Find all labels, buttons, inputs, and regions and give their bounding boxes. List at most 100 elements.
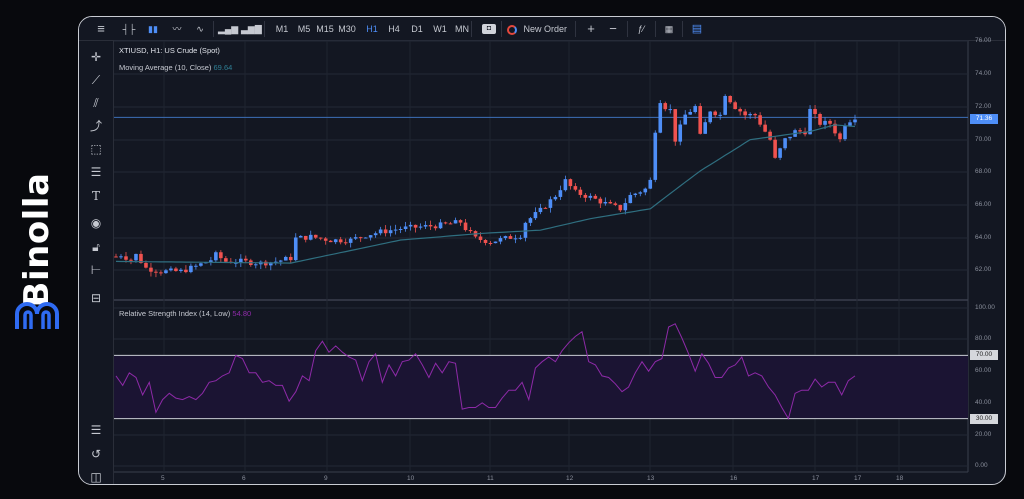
candle-body xyxy=(139,253,143,263)
candle-body xyxy=(288,256,293,261)
candle-body xyxy=(633,193,638,195)
rsi-label: Relative Strength Index (14, Low) xyxy=(119,309,231,318)
timeframe-h4[interactable]: H4 xyxy=(388,24,400,34)
rsi-level-30-label: 30.00 xyxy=(970,414,998,424)
drawing-toolbar: ✛ ⟋ ⫽ ⤴ ⬚ ☰ T ◉ 🔓︎ ⊢ ⊟ ☰ ↺ ◫ xyxy=(79,41,114,484)
timeframe-mn[interactable]: MN xyxy=(455,24,469,34)
eye-icon[interactable]: ◉ xyxy=(90,216,102,230)
calendar-icon[interactable]: ▦ xyxy=(664,24,674,34)
candle-body xyxy=(548,199,553,208)
zoom-in-button[interactable]: + xyxy=(587,21,595,36)
candles-chart-icon[interactable]: ▮▮ xyxy=(148,24,158,34)
candle-body xyxy=(353,237,358,239)
candle-body xyxy=(608,201,613,204)
candle-body xyxy=(423,225,428,227)
candle-body xyxy=(393,229,398,231)
price-tick-label: 66.00 xyxy=(975,201,992,208)
timeframe-m1[interactable]: M1 xyxy=(275,24,289,34)
candle-body xyxy=(154,271,158,273)
candle-body xyxy=(358,237,363,239)
candle-body xyxy=(748,114,752,116)
candle-body xyxy=(239,258,243,263)
line-chart-icon[interactable]: ∿ xyxy=(196,24,204,34)
candle-body xyxy=(643,188,648,193)
price-tick-label: 68.00 xyxy=(975,168,992,175)
candle-body xyxy=(708,111,712,123)
trendline-icon[interactable]: ⟋ xyxy=(91,73,101,87)
candle-body xyxy=(738,109,742,112)
candle-body xyxy=(838,133,842,140)
candle-body xyxy=(538,207,543,213)
lock-icon[interactable]: 🔓︎ xyxy=(92,240,100,254)
parallel-channel-icon[interactable]: ⫽ xyxy=(93,96,99,110)
candle-body xyxy=(638,192,643,194)
menu-icon[interactable]: ≡ xyxy=(97,21,105,36)
candle-body xyxy=(149,267,153,272)
candle-body xyxy=(368,235,373,238)
time-tick-label: 11 xyxy=(487,475,494,482)
time-tick-label: 17 xyxy=(812,475,820,482)
candle-body xyxy=(443,222,448,224)
timeframe-m15[interactable]: M15 xyxy=(316,24,334,34)
rsi-tick-label: 60.00 xyxy=(975,367,992,374)
indicators-icon[interactable]: ƒ⁄ xyxy=(637,24,645,34)
candle-body xyxy=(523,222,528,238)
candle-body xyxy=(623,203,628,211)
fibonacci-icon[interactable]: ☰ xyxy=(90,165,102,179)
candle-body xyxy=(164,270,168,274)
bars-chart-icon[interactable]: ┤├ xyxy=(122,24,136,34)
candle-body xyxy=(758,115,762,125)
candle-body xyxy=(433,226,438,229)
candle-body xyxy=(673,109,678,142)
timeframe-w1[interactable]: W1 xyxy=(433,24,447,34)
zoom-out-button[interactable]: − xyxy=(609,21,617,36)
timeframe-h1[interactable]: H1 xyxy=(366,24,378,34)
candle-body xyxy=(418,226,423,228)
list-icon[interactable]: ☰ xyxy=(90,423,102,437)
new-order-label: New Order xyxy=(523,24,568,34)
path-icon[interactable]: ⤴ xyxy=(89,119,102,133)
layout-icon[interactable]: ⊟ xyxy=(90,291,102,305)
notes-icon[interactable]: ▤ xyxy=(691,23,703,35)
candle-body xyxy=(134,253,138,261)
volume-settings-icon[interactable]: ▃▆▇ xyxy=(241,24,262,34)
timeframe-m5[interactable]: M5 xyxy=(297,24,311,34)
volume-icon[interactable]: ▂▄▆ xyxy=(218,24,239,34)
candle-body xyxy=(388,230,393,234)
current-price-label: 71.36 xyxy=(970,114,998,124)
area-chart-icon[interactable]: 〰 xyxy=(172,24,182,34)
rsi-tick-label: 100.00 xyxy=(975,304,995,311)
candle-body xyxy=(658,103,663,133)
candle-body xyxy=(408,224,413,227)
candle-body xyxy=(518,237,523,239)
candle-body xyxy=(768,131,772,140)
screenshot-icon[interactable]: ◘ xyxy=(482,24,496,34)
time-tick-label: 16 xyxy=(730,475,738,482)
text-tool-icon[interactable]: T xyxy=(91,189,100,203)
brand-logo: Binolla xyxy=(0,150,70,350)
crosshair-icon[interactable]: ✛ xyxy=(90,50,102,64)
candle-body xyxy=(214,252,218,261)
candle-body xyxy=(553,196,558,200)
candle-body xyxy=(558,190,563,197)
timeframe-d1[interactable]: D1 xyxy=(411,24,423,34)
candle-body xyxy=(853,119,857,123)
candle-body xyxy=(254,264,258,266)
history-icon[interactable]: ↺ xyxy=(90,447,102,461)
panels-icon[interactable]: ◫ xyxy=(90,470,102,484)
timeframe-m30[interactable]: M30 xyxy=(338,24,356,34)
candle-body xyxy=(174,268,178,272)
candle-body xyxy=(468,230,473,232)
candle-body xyxy=(578,189,583,195)
rsi-level-70-label: 70.00 xyxy=(970,350,998,360)
ma-legend: Moving Average (10, Close) 69.64 xyxy=(119,63,232,72)
rsi-value: 54.80 xyxy=(232,309,252,318)
candle-body xyxy=(743,111,747,116)
candle-body xyxy=(448,223,453,225)
candle-body xyxy=(798,130,802,132)
object-tree-icon[interactable]: ⊢ xyxy=(90,263,102,277)
candle-body xyxy=(663,103,668,110)
new-order-button[interactable]: New Order xyxy=(507,21,597,37)
rectangle-icon[interactable]: ⬚ xyxy=(90,142,102,156)
